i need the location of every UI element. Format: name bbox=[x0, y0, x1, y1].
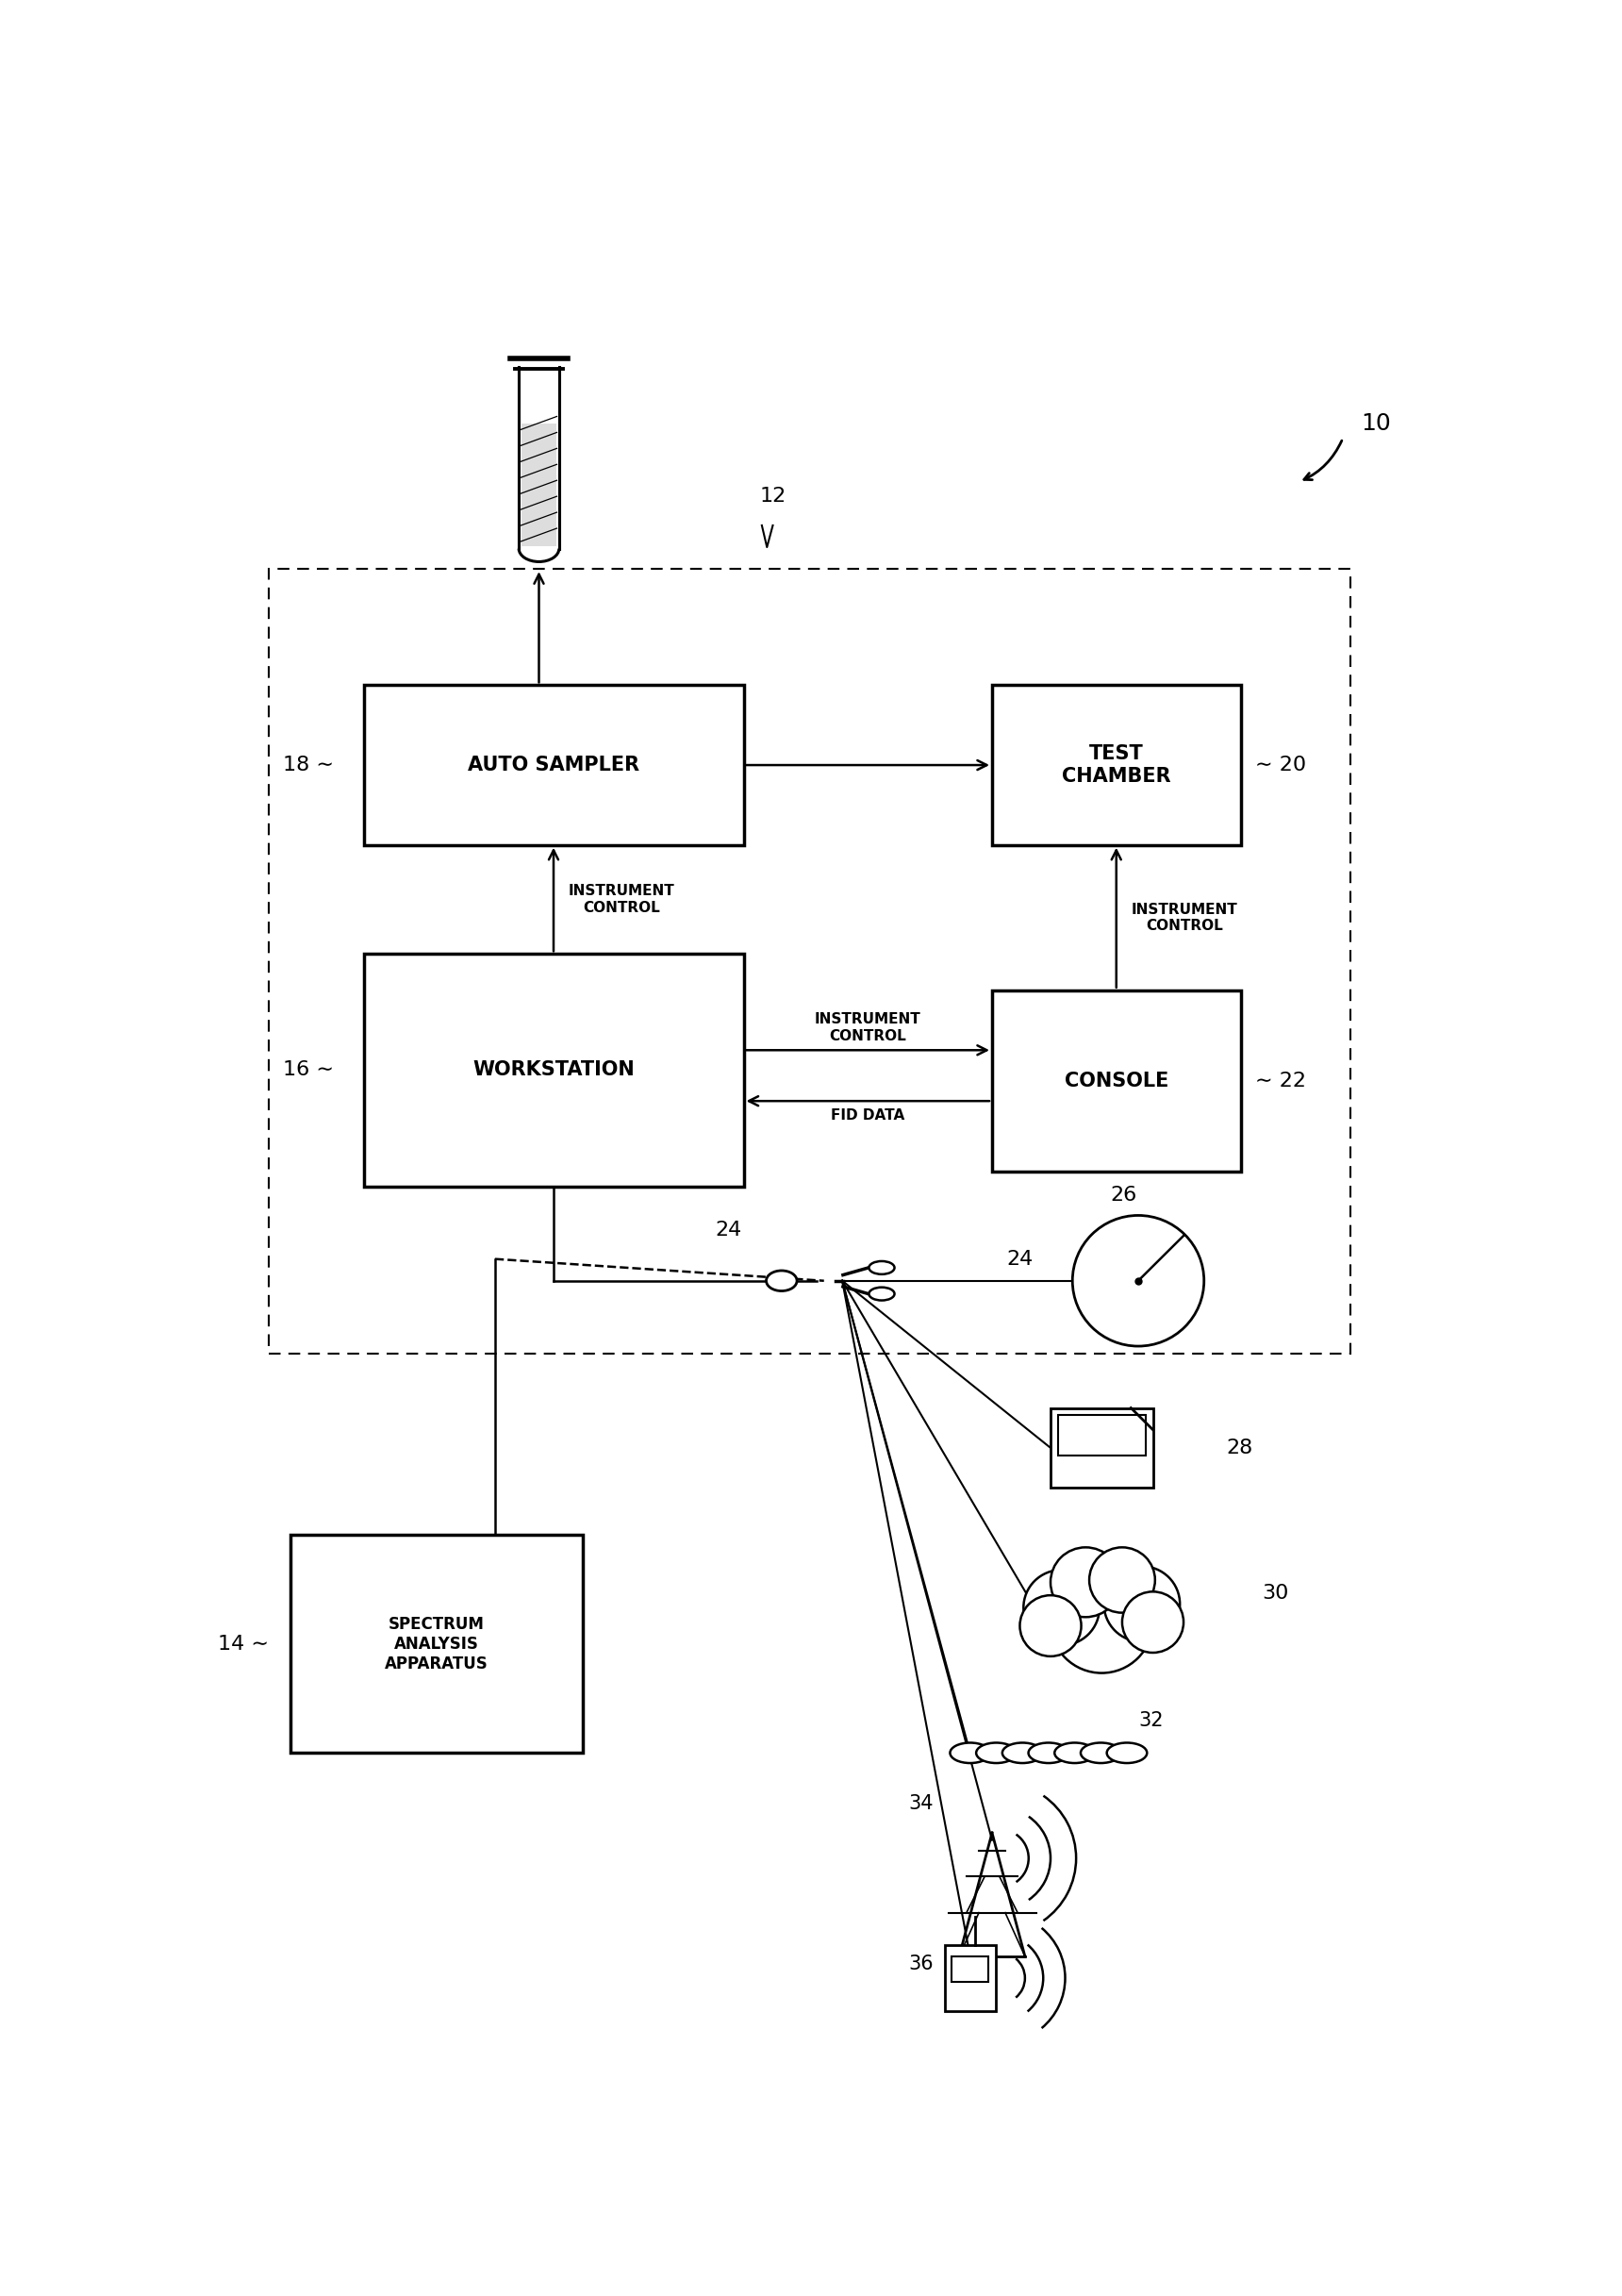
Text: SPECTRUM
ANALYSIS
APPARATUS: SPECTRUM ANALYSIS APPARATUS bbox=[384, 1616, 488, 1671]
Bar bbox=[1051, 1407, 1153, 1488]
Ellipse shape bbox=[869, 1261, 894, 1274]
Text: AUTO SAMPLER: AUTO SAMPLER bbox=[467, 755, 639, 774]
Text: 26: 26 bbox=[1111, 1185, 1137, 1205]
Text: 30: 30 bbox=[1262, 1584, 1289, 1603]
Bar bbox=[944, 1945, 996, 2011]
Ellipse shape bbox=[1028, 1743, 1069, 1763]
Text: ∼ 22: ∼ 22 bbox=[1255, 1072, 1306, 1091]
Bar bbox=[269, 569, 1350, 1352]
Text: 36: 36 bbox=[908, 1954, 934, 1972]
Text: INSTRUMENT
CONTROL: INSTRUMENT CONTROL bbox=[1131, 902, 1238, 932]
Text: INSTRUMENT
CONTROL: INSTRUMENT CONTROL bbox=[568, 884, 675, 914]
Text: TEST
CHAMBER: TEST CHAMBER bbox=[1062, 744, 1171, 785]
Circle shape bbox=[1051, 1570, 1153, 1674]
Text: 16 ∼: 16 ∼ bbox=[284, 1061, 334, 1079]
Text: 12: 12 bbox=[759, 487, 787, 505]
Ellipse shape bbox=[1054, 1743, 1095, 1763]
Text: FID DATA: FID DATA bbox=[830, 1109, 905, 1123]
Text: 34: 34 bbox=[908, 1793, 934, 1814]
Circle shape bbox=[1122, 1591, 1184, 1653]
Text: 18 ∼: 18 ∼ bbox=[284, 755, 334, 774]
Circle shape bbox=[1090, 1548, 1155, 1612]
Bar bbox=[952, 1956, 988, 1981]
Text: 28: 28 bbox=[1226, 1437, 1252, 1458]
Circle shape bbox=[1023, 1570, 1100, 1646]
Ellipse shape bbox=[1080, 1743, 1121, 1763]
Text: INSTRUMENT
CONTROL: INSTRUMENT CONTROL bbox=[814, 1013, 921, 1042]
Ellipse shape bbox=[1106, 1743, 1147, 1763]
Bar bbox=[1058, 1414, 1145, 1456]
Text: 14 ∼: 14 ∼ bbox=[217, 1635, 269, 1653]
Ellipse shape bbox=[976, 1743, 1017, 1763]
Bar bbox=[290, 1536, 582, 1752]
Text: 32: 32 bbox=[1139, 1711, 1163, 1729]
Bar bbox=[363, 953, 743, 1187]
Text: CONSOLE: CONSOLE bbox=[1064, 1072, 1168, 1091]
Ellipse shape bbox=[1002, 1743, 1043, 1763]
Text: 10: 10 bbox=[1361, 413, 1392, 434]
Bar bbox=[521, 425, 556, 546]
Text: ∼ 20: ∼ 20 bbox=[1255, 755, 1306, 774]
Ellipse shape bbox=[869, 1288, 894, 1300]
Text: WORKSTATION: WORKSTATION bbox=[472, 1061, 634, 1079]
Text: 24: 24 bbox=[715, 1221, 743, 1240]
Ellipse shape bbox=[766, 1270, 796, 1290]
Circle shape bbox=[1105, 1566, 1179, 1642]
Circle shape bbox=[1020, 1596, 1082, 1655]
Circle shape bbox=[1051, 1548, 1121, 1616]
Bar bbox=[993, 990, 1241, 1171]
Circle shape bbox=[1072, 1215, 1204, 1345]
Bar bbox=[993, 684, 1241, 845]
Ellipse shape bbox=[950, 1743, 991, 1763]
Text: 24: 24 bbox=[1007, 1249, 1033, 1267]
Bar bbox=[363, 684, 743, 845]
